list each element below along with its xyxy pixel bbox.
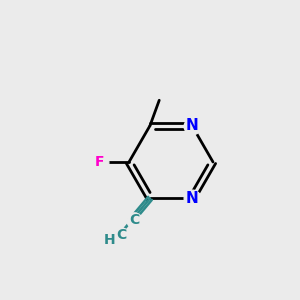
Text: C: C xyxy=(129,213,140,227)
Text: F: F xyxy=(95,155,104,169)
Text: H: H xyxy=(104,233,116,247)
Text: N: N xyxy=(186,191,198,206)
Text: N: N xyxy=(186,118,198,133)
Text: C: C xyxy=(116,228,126,242)
